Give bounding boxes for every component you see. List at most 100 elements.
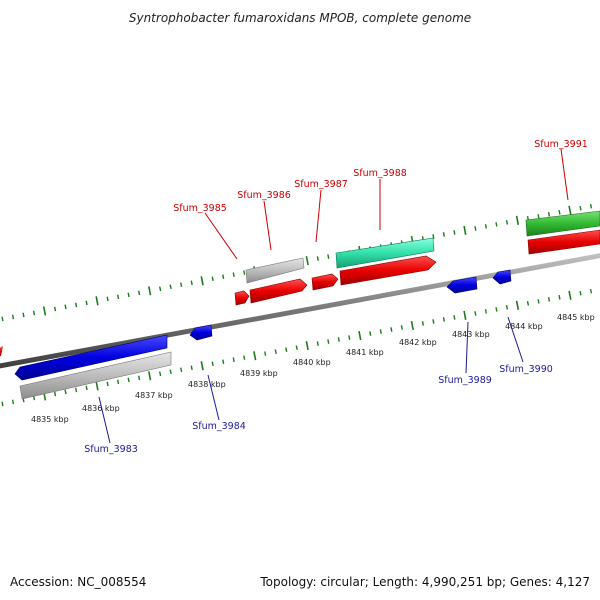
- inner-tick: [53, 391, 57, 397]
- inner-tick: [85, 385, 88, 391]
- outer-tick: [1, 316, 4, 322]
- feature-sfum-3988-red[interactable]: [339, 255, 437, 286]
- inner-tick: [211, 361, 214, 367]
- gene-label-sfum-3991[interactable]: Sfum_3991: [534, 139, 588, 150]
- outer-tick: [495, 222, 498, 227]
- inner-tick: [1, 401, 4, 407]
- gene-label-sfum-3984[interactable]: Sfum_3984: [192, 421, 246, 432]
- inner-tick: [358, 330, 362, 341]
- inner-tick: [515, 300, 520, 310]
- outer-tick: [64, 304, 67, 310]
- inner-tick: [526, 301, 530, 306]
- scale-label-4836: 4836 kbp: [82, 404, 120, 413]
- outer-tick: [432, 234, 435, 239]
- feature-sfum-3991-green[interactable]: [525, 210, 600, 237]
- outer-tick: [484, 224, 487, 229]
- outer-tick: [463, 225, 467, 235]
- outer-tick: [180, 282, 183, 288]
- inner-tick: [495, 307, 498, 312]
- feature-sfum-3984[interactable]: [189, 324, 213, 341]
- map-title: Syntrophobacter fumaroxidans MPOB, compl…: [129, 11, 471, 25]
- inner-tick: [148, 371, 152, 381]
- gene-label-sfum-3986[interactable]: Sfum_3986: [237, 190, 291, 201]
- inner-tick: [589, 288, 593, 294]
- inner-tick: [410, 320, 414, 331]
- inner-tick: [264, 351, 267, 356]
- inner-tick: [274, 349, 277, 354]
- feature-red-edge[interactable]: [0, 346, 3, 357]
- outer-tick: [305, 256, 309, 266]
- scale-label-4841: 4841 kbp: [346, 348, 384, 357]
- outer-tick: [505, 220, 509, 225]
- outer-tick: [53, 306, 57, 312]
- outer-tick: [558, 209, 561, 215]
- outer-tick: [243, 270, 246, 275]
- inner-tick: [474, 311, 477, 316]
- inner-tick: [95, 381, 99, 391]
- outer-tick: [159, 286, 162, 292]
- gene-label-sfum-3983[interactable]: Sfum_3983: [84, 444, 138, 455]
- inner-tick: [190, 365, 193, 371]
- feature-sfum-3985[interactable]: [234, 290, 250, 306]
- inner-tick: [558, 294, 561, 300]
- outer-tick: [327, 254, 330, 259]
- inner-tick: [127, 377, 130, 383]
- outer-tick: [169, 284, 172, 290]
- inner-tick: [138, 375, 141, 381]
- feature-sfum-3986-red[interactable]: [249, 278, 308, 304]
- outer-tick: [75, 302, 78, 308]
- outer-tick: [232, 272, 235, 278]
- feature-sfum-3986-gray[interactable]: [245, 257, 305, 284]
- scale-label-4843: 4843 kbp: [452, 330, 490, 339]
- inner-tick: [232, 357, 235, 363]
- inner-tick: [390, 327, 393, 332]
- feature-sfum-3987[interactable]: [311, 273, 339, 291]
- feature-sfum-3983-gray[interactable]: [19, 351, 172, 400]
- inner-tick: [505, 305, 509, 310]
- inner-tick: [316, 341, 319, 346]
- gene-label-sfum-3985[interactable]: Sfum_3985: [173, 203, 227, 214]
- inner-tick: [400, 325, 403, 330]
- inner-tick: [11, 399, 15, 405]
- outer-tick: [547, 211, 551, 217]
- scale-label-4837: 4837 kbp: [135, 391, 173, 400]
- inner-tick: [568, 290, 572, 300]
- outer-tick: [95, 296, 99, 306]
- inner-tick: [579, 290, 582, 296]
- inner-tick: [453, 315, 456, 320]
- inner-tick: [327, 339, 330, 344]
- outer-tick: [138, 290, 141, 296]
- inner-tick: [169, 369, 172, 375]
- outer-tick: [453, 230, 456, 235]
- feature-sfum-3983-blue[interactable]: [14, 334, 168, 381]
- inner-tick: [348, 335, 351, 340]
- inner-tick: [337, 337, 340, 342]
- inner-tick: [547, 296, 551, 302]
- outer-tick: [200, 276, 204, 286]
- gene-label-sfum-3988[interactable]: Sfum_3988: [353, 168, 407, 179]
- scale-label-4845: 4845 kbp: [557, 313, 595, 322]
- inner-tick: [243, 355, 246, 360]
- feature-sfum-3991-red[interactable]: [527, 229, 600, 255]
- outer-tick: [589, 203, 593, 209]
- inner-tick: [106, 381, 109, 387]
- outer-tick: [117, 294, 120, 300]
- inner-tick: [64, 389, 67, 395]
- feature-sfum-3990[interactable]: [492, 269, 512, 285]
- scale-label-4835: 4835 kbp: [31, 415, 69, 424]
- gene-label-sfum-3989[interactable]: Sfum_3989: [438, 375, 492, 386]
- outer-tick: [568, 205, 572, 215]
- inner-tick: [484, 309, 487, 314]
- gene-label-sfum-3990[interactable]: Sfum_3990: [499, 364, 553, 375]
- scale-label-4840: 4840 kbp: [293, 358, 331, 367]
- gene-labels: Sfum_3985 Sfum_3986 Sfum_3987 Sfum_3988 …: [84, 139, 588, 455]
- feature-sfum-3989[interactable]: [446, 276, 478, 294]
- outer-tick: [148, 286, 152, 296]
- outer-tick: [106, 296, 109, 302]
- outer-tick: [474, 226, 477, 231]
- feature-sfum-3988-teal[interactable]: [335, 237, 435, 269]
- scale-label-4842: 4842 kbp: [399, 338, 437, 347]
- scale-label-4838: 4838 kbp: [188, 380, 226, 389]
- gene-label-sfum-3987[interactable]: Sfum_3987: [294, 179, 348, 190]
- scale-label-4839: 4839 kbp: [240, 369, 278, 378]
